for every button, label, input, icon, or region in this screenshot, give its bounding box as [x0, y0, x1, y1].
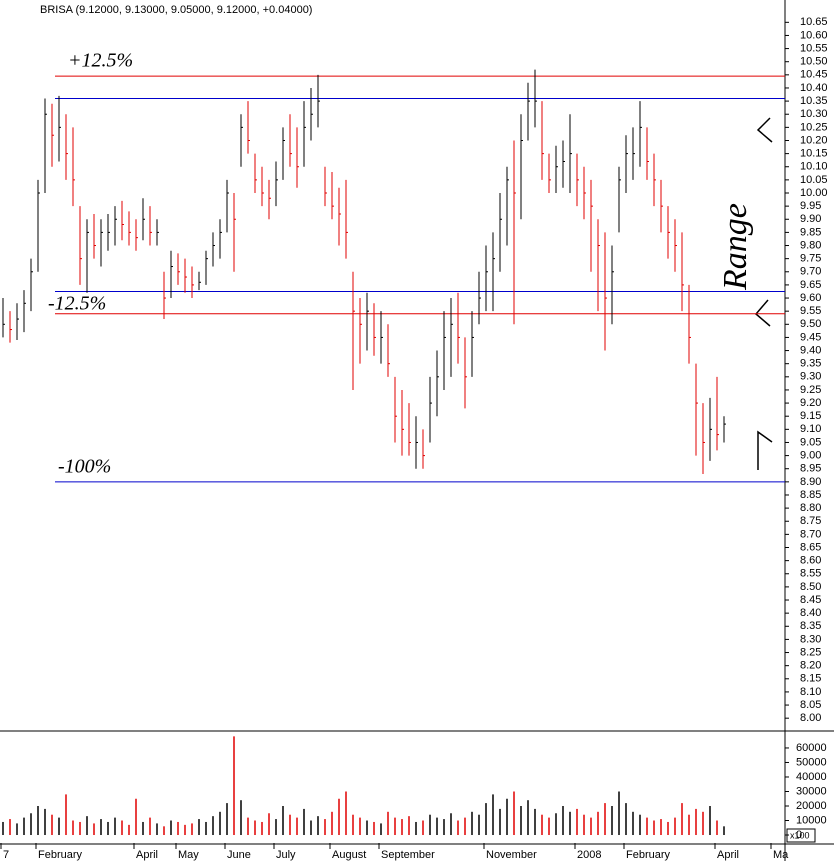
x-tick-label: June [227, 849, 251, 861]
x-tick-label: February [626, 849, 671, 861]
x-tick-label: 7 [3, 849, 9, 861]
y-tick-label: 9.05 [800, 436, 821, 448]
y-tick-label: 10.35 [800, 95, 828, 107]
y-tick-label: 8.85 [800, 489, 821, 501]
y-tick-label: 8.90 [800, 476, 821, 488]
x-tick-label: February [38, 849, 83, 861]
arrow [757, 430, 773, 470]
y-tick-label: 8.65 [800, 541, 821, 553]
x-tick-label: July [276, 849, 296, 861]
y-tick-label: 10.25 [800, 121, 828, 133]
y-tick-label: 8.25 [800, 646, 821, 658]
y-tick-label: 10.05 [800, 174, 828, 186]
y-tick-label: 10.55 [800, 42, 828, 54]
x-tick-label: November [486, 849, 537, 861]
x-tick-label: August [332, 849, 366, 861]
y-tick-label: 8.20 [800, 660, 821, 672]
y-tick-label: 10.30 [800, 108, 828, 120]
y-tick-label: 8.75 [800, 515, 821, 527]
y-tick-label: 9.45 [800, 331, 821, 343]
annotation: -12.5% [48, 293, 106, 315]
y-tick-label: 10.10 [800, 161, 828, 173]
volume-tick-label: 10000 [796, 814, 827, 826]
y-tick-label: 9.35 [800, 358, 821, 370]
x-tick-label: April [136, 849, 158, 861]
y-tick-label: 8.80 [800, 502, 821, 514]
y-tick-label: 8.70 [800, 528, 821, 540]
chart-title: BRISA (9.12000, 9.13000, 9.05000, 9.1200… [40, 4, 312, 16]
y-tick-label: 9.15 [800, 410, 821, 422]
y-tick-label: 9.30 [800, 371, 821, 383]
y-tick-label: 8.10 [800, 686, 821, 698]
y-tick-label: 9.00 [800, 449, 821, 461]
y-tick-label: 9.65 [800, 279, 821, 291]
y-tick-label: 9.25 [800, 384, 821, 396]
volume-tick-label: 20000 [796, 800, 827, 812]
y-tick-label: 8.00 [800, 712, 821, 724]
y-tick-label: 10.00 [800, 187, 828, 199]
y-tick-label: 9.95 [800, 200, 821, 212]
x-tick-label: September [381, 849, 435, 861]
volume-unit-label: x100 [790, 830, 810, 840]
y-tick-label: 8.95 [800, 463, 821, 475]
y-tick-label: 10.60 [800, 29, 828, 41]
y-tick-label: 9.85 [800, 226, 821, 238]
y-tick-label: 10.20 [800, 134, 828, 146]
annotation: Range [717, 203, 754, 291]
y-tick-label: 8.55 [800, 568, 821, 580]
volume-tick-label: 30000 [796, 785, 827, 797]
y-tick-label: 8.30 [800, 633, 821, 645]
x-tick-label: Ma [773, 849, 789, 861]
x-tick-label: 2008 [577, 849, 601, 861]
y-tick-label: 9.70 [800, 266, 821, 278]
y-tick-label: 8.50 [800, 581, 821, 593]
y-tick-label: 10.45 [800, 69, 828, 81]
y-tick-label: 9.10 [800, 423, 821, 435]
y-tick-label: 8.45 [800, 594, 821, 606]
y-tick-label: 8.60 [800, 555, 821, 567]
y-tick-label: 9.90 [800, 213, 821, 225]
volume-tick-label: 0 [796, 829, 802, 841]
y-tick-label: 9.80 [800, 239, 821, 251]
y-tick-label: 10.65 [800, 16, 828, 28]
y-tick-label: 8.40 [800, 607, 821, 619]
y-tick-label: 9.40 [800, 344, 821, 356]
y-tick-label: 10.15 [800, 148, 828, 160]
volume-tick-label: 50000 [796, 756, 827, 768]
y-tick-label: 10.40 [800, 82, 828, 94]
arrow [756, 117, 773, 143]
annotation: -100% [58, 456, 111, 478]
y-tick-label: 9.20 [800, 397, 821, 409]
y-tick-label: 9.60 [800, 292, 821, 304]
volume-tick-label: 40000 [796, 771, 827, 783]
y-tick-label: 9.55 [800, 305, 821, 317]
y-tick-label: 9.50 [800, 318, 821, 330]
annotation: +12.5% [68, 50, 133, 72]
y-tick-label: 10.50 [800, 56, 828, 68]
volume-tick-label: 60000 [796, 742, 827, 754]
x-tick-label: April [717, 849, 739, 861]
y-tick-label: 8.35 [800, 620, 821, 632]
y-tick-label: 8.15 [800, 673, 821, 685]
y-tick-label: 9.75 [800, 253, 821, 265]
x-tick-label: May [178, 849, 199, 861]
y-tick-label: 8.05 [800, 699, 821, 711]
